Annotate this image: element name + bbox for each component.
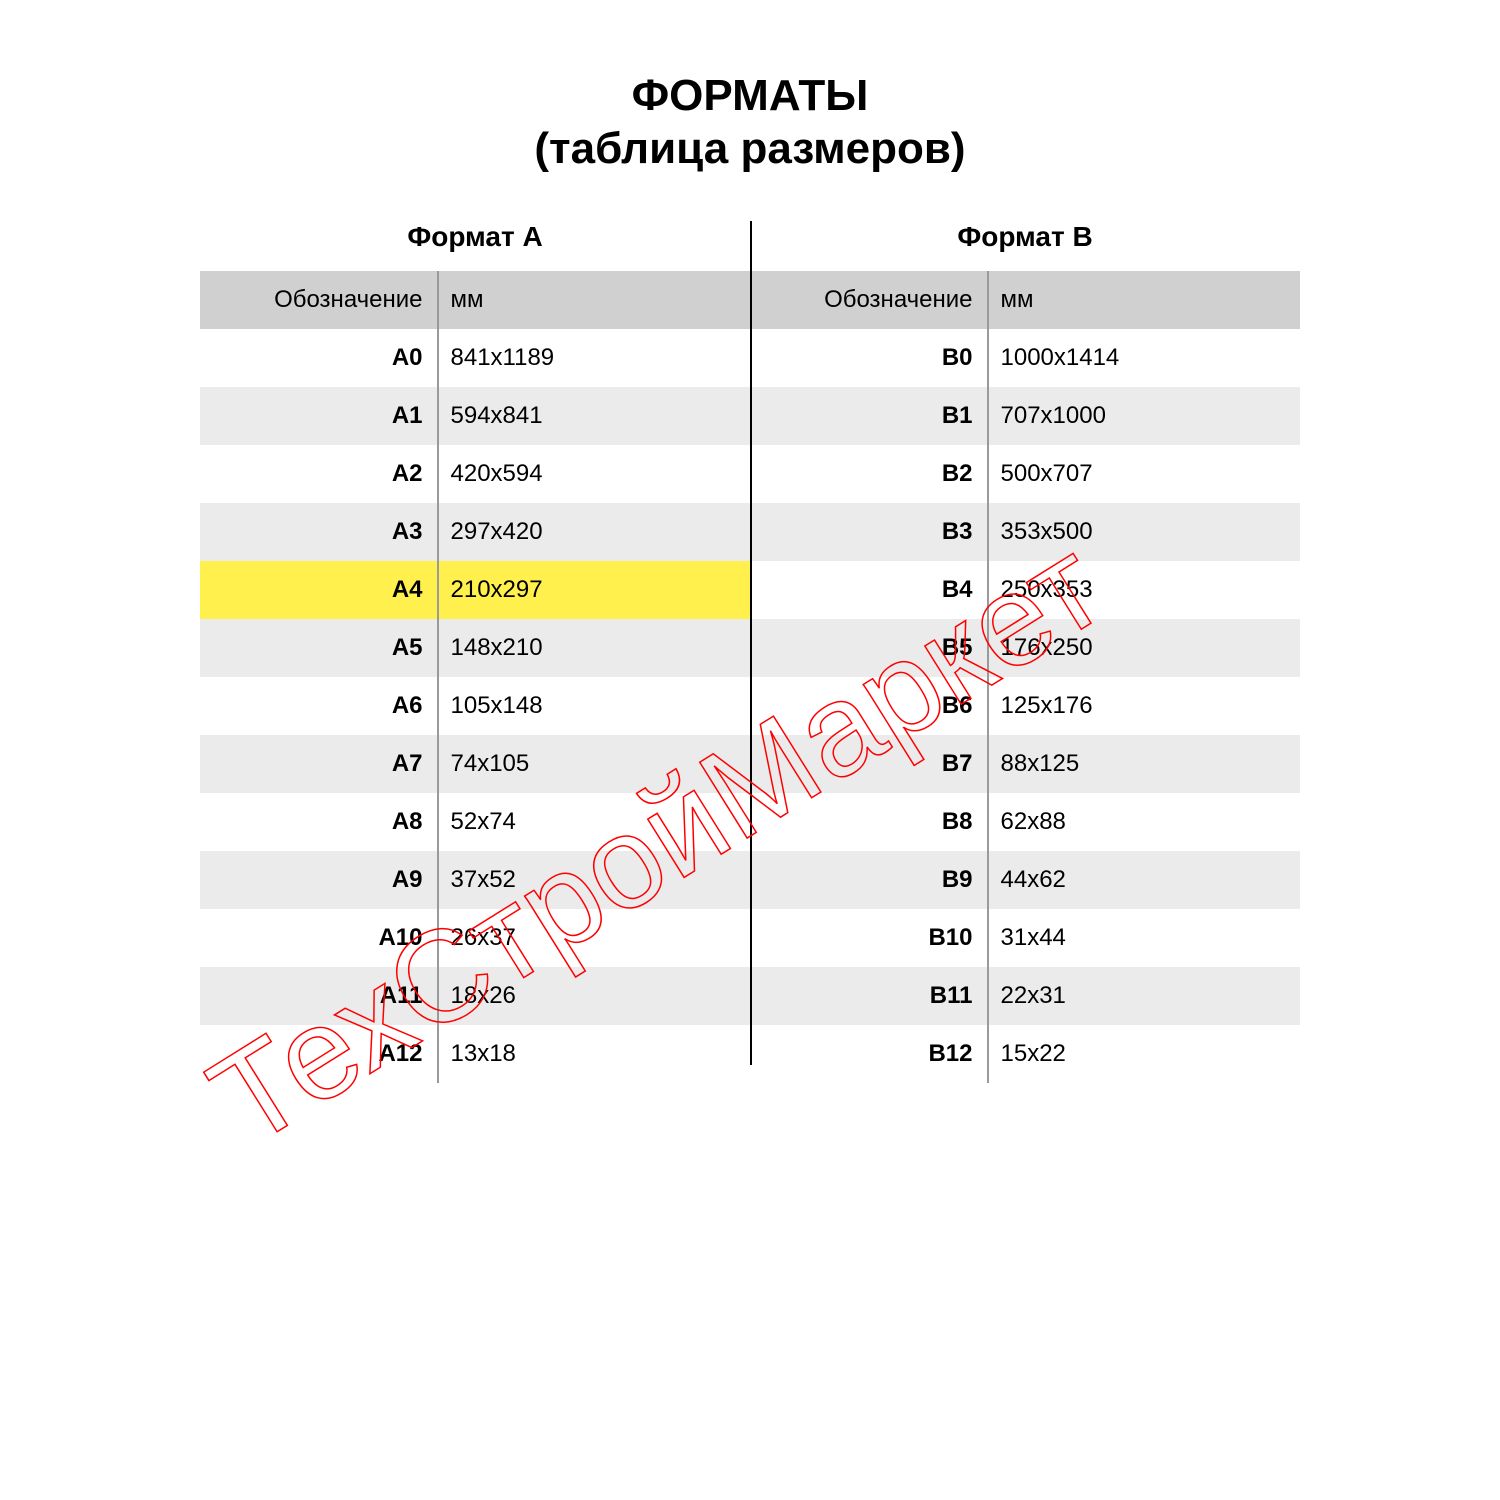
table-row: B2500x707 [750, 445, 1300, 503]
table-row: B862x88 [750, 793, 1300, 851]
title-block: ФОРМАТЫ (таблица размеров) [0, 70, 1500, 176]
format-mm: 297x420 [437, 518, 751, 546]
format-mm: 353x500 [987, 518, 1301, 546]
table-row: A6105x148 [200, 677, 750, 735]
inner-separator-b [987, 271, 989, 1083]
title-line-2: (таблица размеров) [0, 123, 1500, 176]
format-label: A10 [200, 924, 437, 952]
table-row: A774x105 [200, 735, 750, 793]
table-row: A937x52 [200, 851, 750, 909]
format-mm: 105x148 [437, 692, 751, 720]
center-divider [750, 221, 752, 1065]
format-mm: 22x31 [987, 982, 1301, 1010]
format-label: A8 [200, 808, 437, 836]
format-mm: 37x52 [437, 866, 751, 894]
format-mm: 594x841 [437, 402, 751, 430]
format-mm: 500x707 [987, 460, 1301, 488]
format-mm: 26x37 [437, 924, 751, 952]
format-label: A9 [200, 866, 437, 894]
format-mm: 125x176 [987, 692, 1301, 720]
format-label: B12 [750, 1040, 987, 1068]
format-label: A1 [200, 402, 437, 430]
table-row: B5176x250 [750, 619, 1300, 677]
format-label: B7 [750, 750, 987, 778]
format-mm: 148x210 [437, 634, 751, 662]
format-mm: 250x353 [987, 576, 1301, 604]
table-row: B01000x1414 [750, 329, 1300, 387]
format-label: A3 [200, 518, 437, 546]
format-mm: 707x1000 [987, 402, 1301, 430]
header-row-b: Обозначение мм [750, 271, 1300, 329]
table-row: B1031x44 [750, 909, 1300, 967]
table-row: A1213x18 [200, 1025, 750, 1083]
subheader-a: Формат А [200, 221, 750, 253]
format-mm: 841x1189 [437, 344, 751, 372]
page: ФОРМАТЫ (таблица размеров) Формат А Форм… [0, 0, 1500, 1083]
format-mm: 1000x1414 [987, 344, 1301, 372]
format-label: A0 [200, 344, 437, 372]
table-row: B1707x1000 [750, 387, 1300, 445]
table-row: B3353x500 [750, 503, 1300, 561]
table-row: A2420x594 [200, 445, 750, 503]
format-label: A2 [200, 460, 437, 488]
format-mm: 88x125 [987, 750, 1301, 778]
format-label: B11 [750, 982, 987, 1010]
table-row: A852x74 [200, 793, 750, 851]
header-label-b: Обозначение [750, 286, 987, 314]
format-label: B3 [750, 518, 987, 546]
table-row: B788x125 [750, 735, 1300, 793]
format-mm: 15x22 [987, 1040, 1301, 1068]
format-label: B6 [750, 692, 987, 720]
table-row: B944x62 [750, 851, 1300, 909]
format-label: B0 [750, 344, 987, 372]
format-label: B1 [750, 402, 987, 430]
format-label: A4 [200, 576, 437, 604]
format-mm: 176x250 [987, 634, 1301, 662]
format-label: B4 [750, 576, 987, 604]
format-label: B2 [750, 460, 987, 488]
table-row: A1118x26 [200, 967, 750, 1025]
format-mm: 74x105 [437, 750, 751, 778]
format-mm: 44x62 [987, 866, 1301, 894]
table-row: A0841x1189 [200, 329, 750, 387]
format-label: B10 [750, 924, 987, 952]
format-label: A7 [200, 750, 437, 778]
table-row: B6125x176 [750, 677, 1300, 735]
table-row: B4250x353 [750, 561, 1300, 619]
table-row: B1215x22 [750, 1025, 1300, 1083]
table-row: A5148x210 [200, 619, 750, 677]
format-mm: 18x26 [437, 982, 751, 1010]
header-mm-a: мм [437, 286, 751, 314]
subheader-b: Формат В [750, 221, 1300, 253]
table-row: A1594x841 [200, 387, 750, 445]
format-label: A11 [200, 982, 437, 1010]
format-label: B9 [750, 866, 987, 894]
format-label: A12 [200, 1040, 437, 1068]
header-row-a: Обозначение мм [200, 271, 750, 329]
table-row: A3297x420 [200, 503, 750, 561]
format-label: A6 [200, 692, 437, 720]
column-format-b: Обозначение мм B01000x1414B1707x1000B250… [750, 271, 1300, 1083]
format-mm: 420x594 [437, 460, 751, 488]
format-mm: 52x74 [437, 808, 751, 836]
column-format-a: Обозначение мм A0841x1189A1594x841A2420x… [200, 271, 750, 1083]
table-wrapper: Формат А Формат В Обозначение мм A0841x1… [200, 221, 1300, 1083]
table-row: A1026x37 [200, 909, 750, 967]
format-mm: 210x297 [437, 576, 751, 604]
table-row: B1122x31 [750, 967, 1300, 1025]
format-label: B8 [750, 808, 987, 836]
format-mm: 13x18 [437, 1040, 751, 1068]
format-mm: 31x44 [987, 924, 1301, 952]
table-row: A4210x297 [200, 561, 750, 619]
format-mm: 62x88 [987, 808, 1301, 836]
header-mm-b: мм [987, 286, 1301, 314]
format-label: A5 [200, 634, 437, 662]
header-label-a: Обозначение [200, 286, 437, 314]
inner-separator-a [437, 271, 439, 1083]
title-line-1: ФОРМАТЫ [0, 70, 1500, 123]
format-label: B5 [750, 634, 987, 662]
